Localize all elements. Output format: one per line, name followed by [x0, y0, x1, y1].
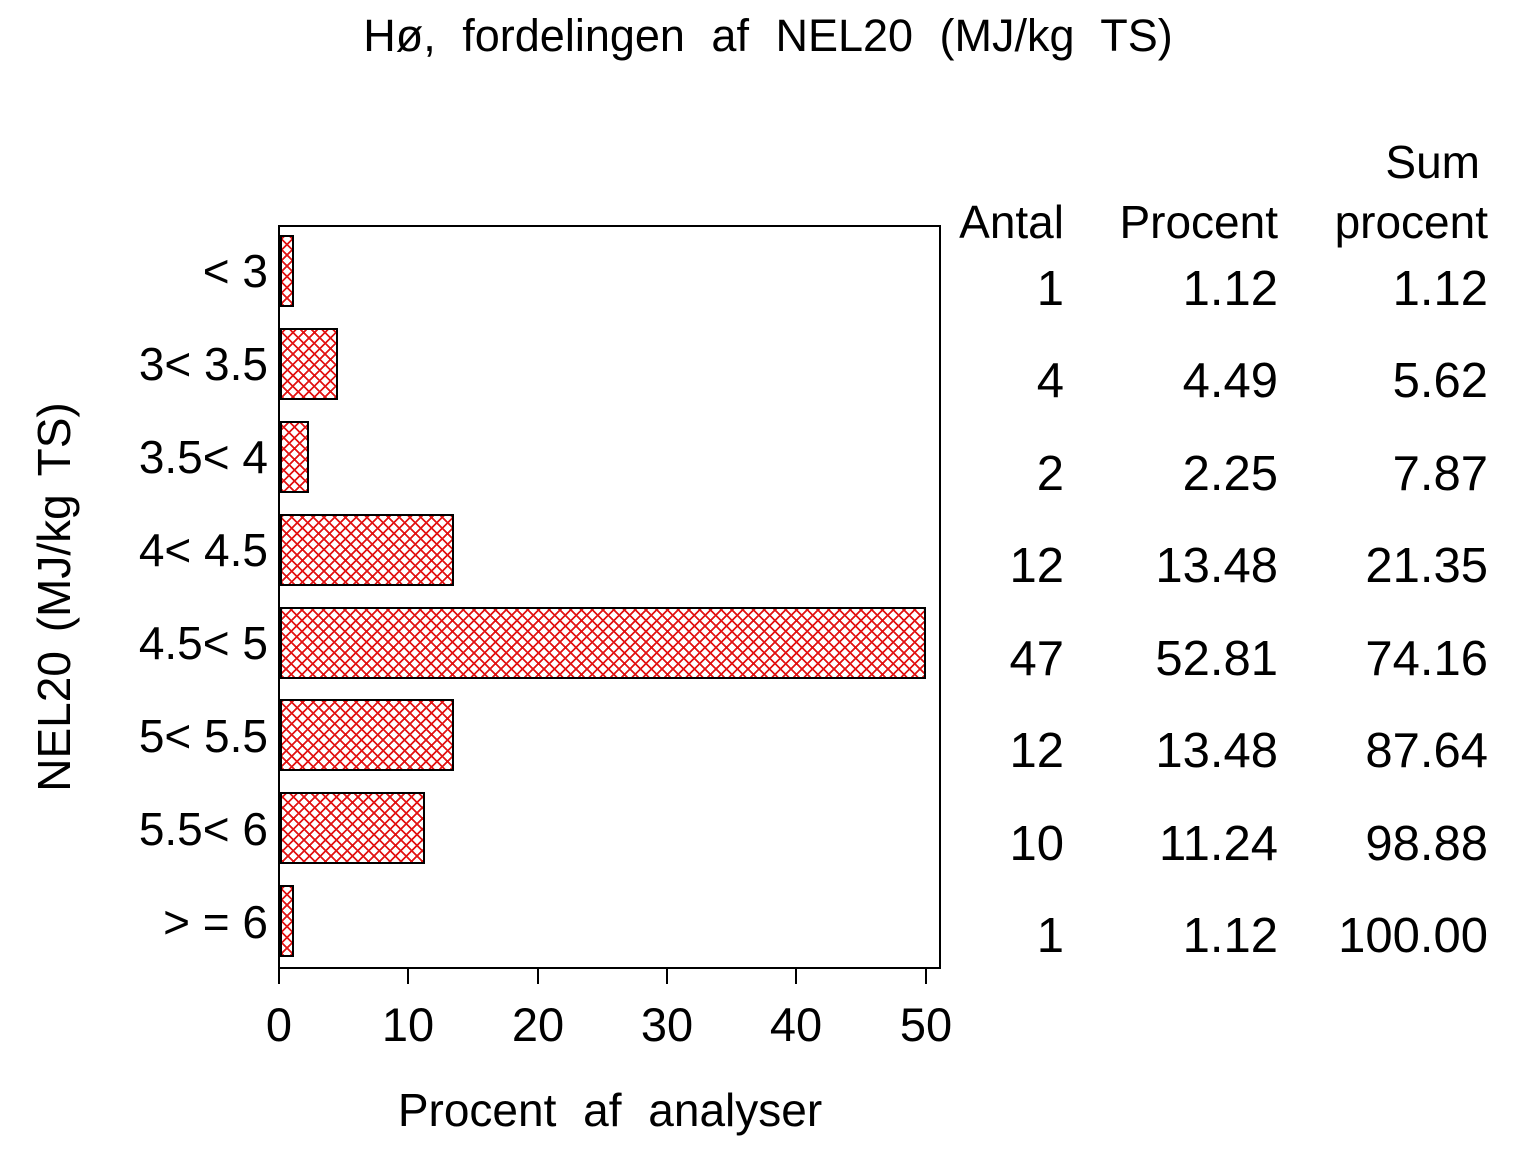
- x-axis-tick: [795, 969, 797, 984]
- bar-segment: [280, 792, 425, 864]
- cell-sum-procent: 7.87: [1392, 447, 1488, 501]
- cell-sum-procent: 100.00: [1338, 909, 1488, 963]
- x-axis-tick: [925, 969, 927, 984]
- x-tick-label: 40: [769, 998, 823, 1051]
- cell-antal: 47: [1009, 632, 1064, 686]
- table-header-sum-line1: Sum: [1385, 136, 1480, 188]
- bar-segment: [280, 514, 454, 586]
- category-label: 3.5< 4: [138, 431, 268, 483]
- bar-segment: [280, 235, 295, 307]
- cell-sum-procent: 74.16: [1365, 632, 1488, 686]
- cell-procent: 11.24: [1159, 817, 1278, 871]
- bar-segment: [280, 699, 454, 771]
- x-axis-tick: [666, 969, 668, 984]
- cell-procent: 4.49: [1182, 354, 1278, 408]
- category-label: 3< 3.5: [138, 338, 268, 390]
- cell-procent: 1.12: [1182, 262, 1278, 316]
- cell-antal: 1: [1036, 262, 1064, 316]
- x-axis-tick: [537, 969, 539, 984]
- category-label: < 3: [202, 245, 268, 297]
- cell-antal: 10: [1009, 817, 1064, 871]
- cell-antal: 1: [1036, 909, 1064, 963]
- cell-sum-procent: 21.35: [1365, 539, 1488, 593]
- cell-procent: 13.48: [1155, 724, 1278, 778]
- x-tick-label: 10: [381, 998, 435, 1051]
- cell-procent: 2.25: [1182, 447, 1278, 501]
- cell-procent: 52.81: [1155, 632, 1278, 686]
- category-label: > = 6: [163, 896, 268, 948]
- x-axis-tick: [407, 969, 409, 984]
- cell-sum-procent: 1.12: [1392, 262, 1488, 316]
- bar-segment: [280, 328, 338, 400]
- cell-procent: 13.48: [1155, 539, 1278, 593]
- cell-antal: 12: [1009, 724, 1064, 778]
- x-tick-label: 50: [899, 998, 953, 1051]
- cell-antal: 12: [1009, 539, 1064, 593]
- x-axis-tick: [278, 969, 280, 984]
- bar-segment: [280, 607, 926, 679]
- cell-sum-procent: 87.64: [1365, 724, 1488, 778]
- table-header-procent: Procent: [1119, 196, 1278, 248]
- x-axis-label: Procent af analyser: [397, 1084, 823, 1136]
- plot-area: [278, 225, 941, 984]
- x-tick-label: 0: [265, 998, 293, 1051]
- bar-segment: [280, 421, 309, 493]
- cell-antal: 2: [1036, 447, 1064, 501]
- cell-procent: 1.12: [1182, 909, 1278, 963]
- category-label: 4.5< 5: [138, 617, 268, 669]
- bar-segment: [280, 885, 295, 957]
- x-tick-label: 30: [640, 998, 694, 1051]
- table-header-sum-line2: procent: [1334, 196, 1488, 248]
- chart-title: Hø, fordelingen af NEL20 (MJ/kg TS): [363, 10, 1173, 61]
- table-header-antal: Antal: [959, 196, 1064, 248]
- cell-antal: 4: [1036, 354, 1064, 408]
- cell-sum-procent: 98.88: [1365, 817, 1488, 871]
- x-tick-label: 20: [511, 998, 565, 1051]
- category-label: 5.5< 6: [138, 803, 268, 855]
- category-label: 4< 4.5: [138, 524, 268, 576]
- cell-sum-procent: 5.62: [1392, 354, 1488, 408]
- category-label: 5< 5.5: [138, 710, 268, 762]
